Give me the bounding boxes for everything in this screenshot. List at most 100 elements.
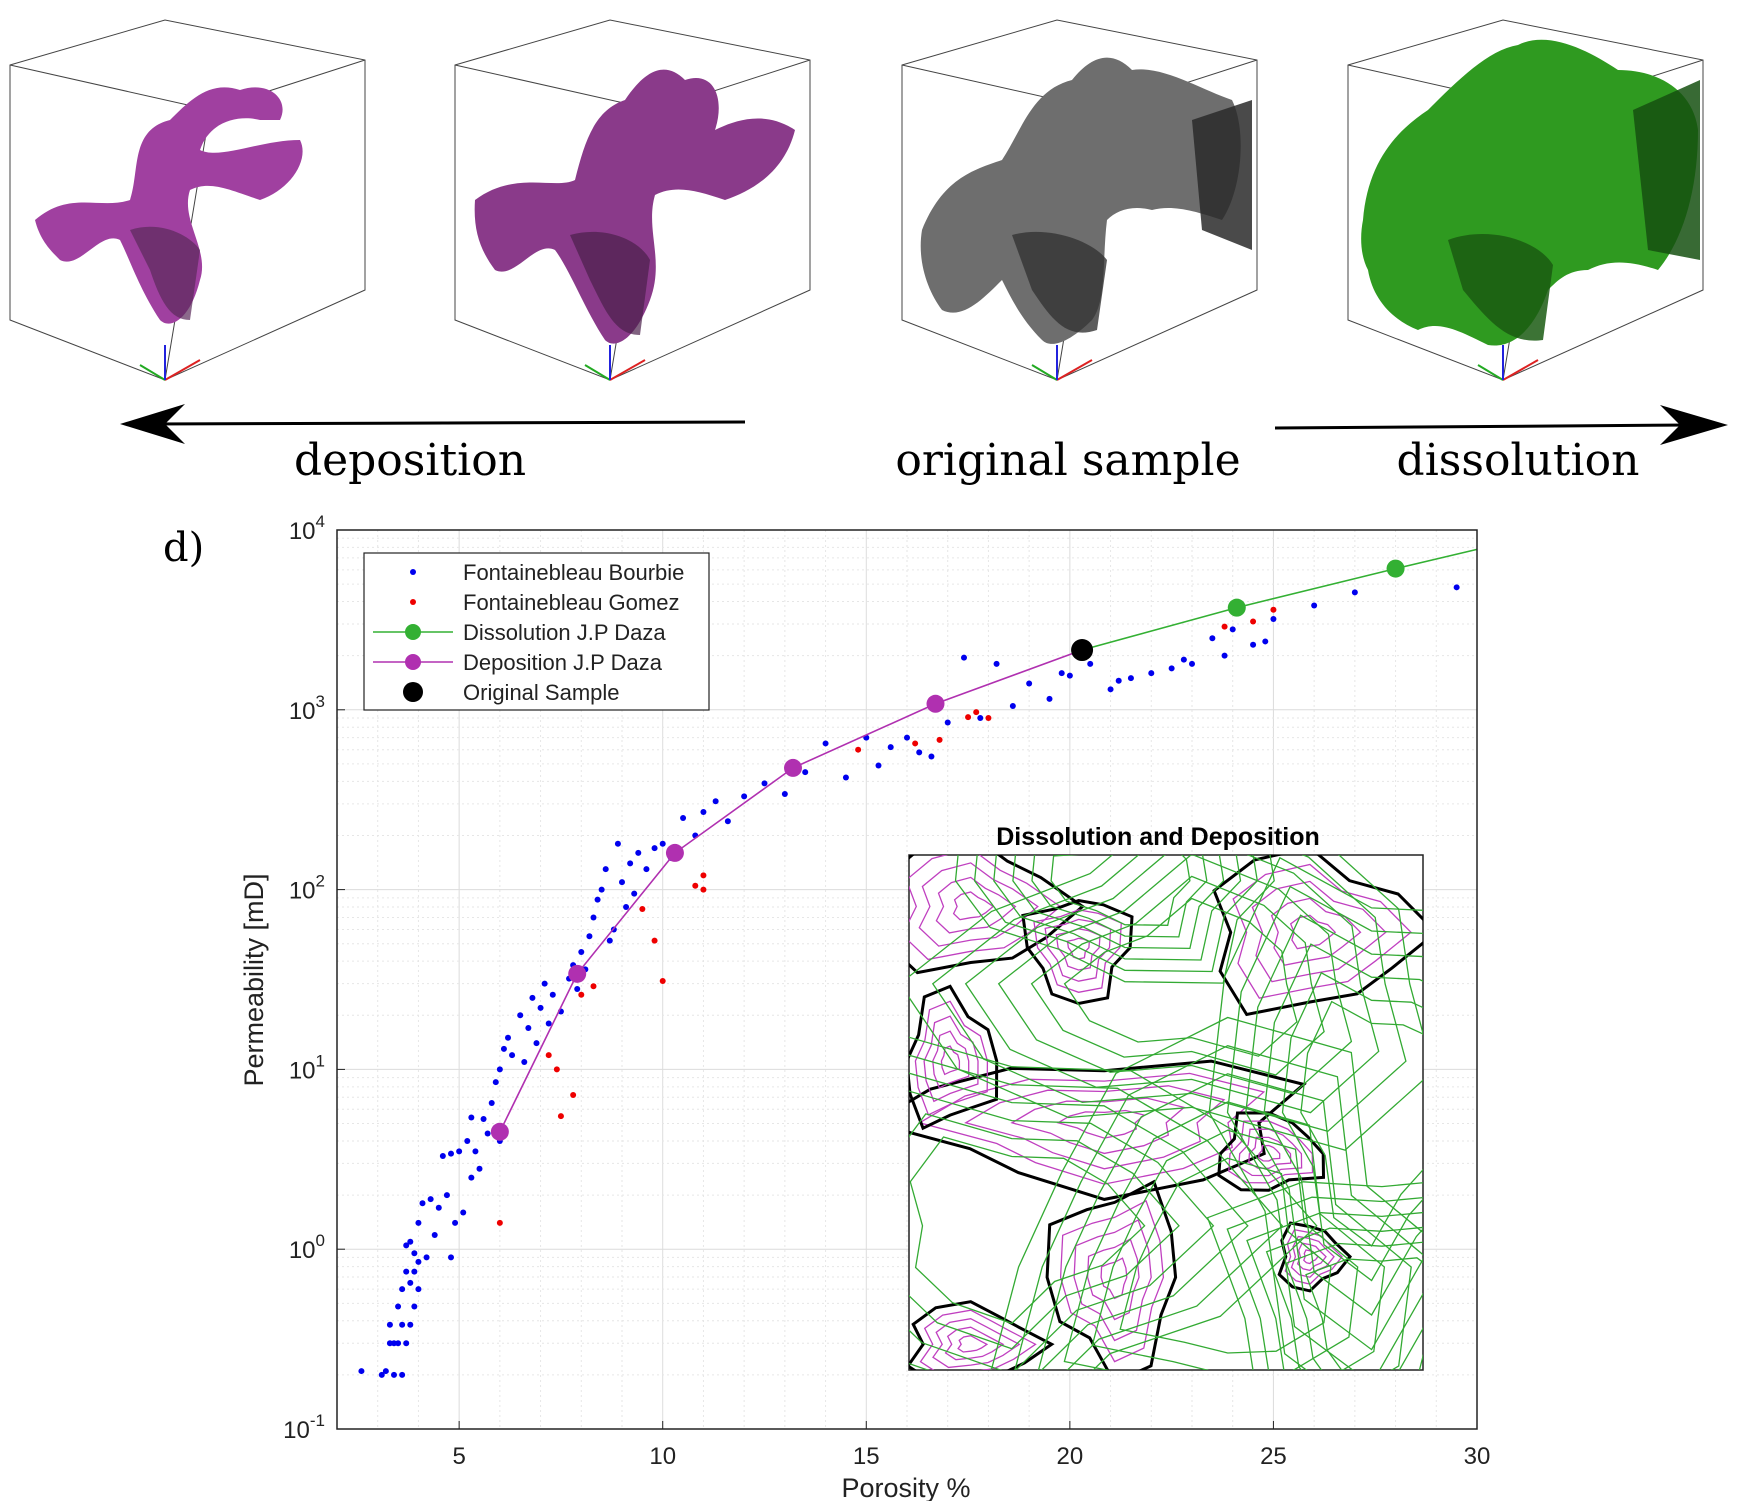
data-point (415, 1219, 422, 1226)
data-point (399, 1286, 406, 1293)
data-point (1250, 641, 1257, 648)
data-point (403, 1242, 410, 1249)
data-point (553, 1066, 560, 1073)
data-point (533, 1040, 540, 1047)
data-point (1009, 702, 1016, 709)
series-marker (568, 964, 587, 983)
data-point (399, 1371, 406, 1378)
data-point (529, 994, 536, 1001)
data-point (1453, 584, 1460, 591)
y-axis-label: Permeability [mD] (239, 873, 269, 1086)
boundary-contour (909, 1059, 1307, 1201)
data-point (448, 1254, 454, 1261)
inset-contour-map: Dissolution and Deposition (908, 823, 1424, 1371)
plot-frame (336, 529, 1478, 1430)
contour-line (1010, 1097, 1186, 1155)
contour-line (914, 1000, 989, 1116)
data-point (594, 896, 601, 903)
data-point (456, 1148, 463, 1155)
data-point (1270, 606, 1277, 613)
legend-label: Dissolution J.P Daza (463, 620, 666, 645)
data-point (472, 1148, 479, 1155)
contour-line (1033, 909, 1122, 993)
data-point (415, 1286, 422, 1293)
data-point (574, 986, 581, 993)
legend-swatch (410, 599, 416, 605)
legend: Fontainebleau Bourbie Fontainebleau Gomez… (363, 552, 710, 711)
data-point (411, 1250, 418, 1257)
data-point (700, 809, 707, 816)
data-point (460, 1209, 467, 1216)
data-point (525, 1024, 532, 1031)
data-point (435, 1204, 442, 1211)
pore-cube-original (901, 19, 1258, 381)
legend-swatch (405, 654, 421, 670)
data-point (517, 1012, 524, 1019)
data-point (944, 719, 951, 726)
data-point (973, 709, 980, 716)
data-layer (358, 548, 1478, 1378)
data-point (875, 762, 882, 769)
pore-body-shape (920, 57, 1241, 344)
original-sample-marker (1071, 639, 1094, 662)
contour-line (1238, 1128, 1303, 1177)
data-point (741, 793, 748, 800)
contour-line (1050, 855, 1191, 926)
contour-line (1270, 897, 1362, 966)
data-point (1168, 665, 1175, 672)
legend-swatch (405, 624, 421, 640)
data-point (403, 1268, 410, 1275)
contour-line (909, 1136, 1146, 1325)
data-point (623, 904, 630, 911)
data-point (916, 749, 923, 756)
data-point (651, 937, 658, 944)
series-line (499, 649, 1083, 1133)
data-point (1262, 638, 1269, 645)
data-point (496, 1219, 503, 1226)
contour-line (909, 1054, 1284, 1370)
contour-line (1044, 918, 1112, 982)
data-point (509, 1052, 516, 1059)
legend-label: Fontainebleau Bourbie (463, 560, 684, 585)
data-point (407, 1238, 414, 1245)
data-point (537, 1004, 544, 1011)
series-marker (1227, 598, 1246, 617)
data-point (680, 815, 687, 822)
contour-line (1248, 1136, 1292, 1169)
inset-title: Dissolution and Deposition (996, 823, 1320, 851)
data-point (1209, 635, 1216, 642)
y-tick-label: 100 (289, 1231, 325, 1264)
label-dissolution: dissolution (1397, 435, 1640, 486)
contour-line (1119, 1157, 1332, 1354)
data-point (977, 715, 984, 722)
data-point (1148, 670, 1155, 677)
data-point (452, 1219, 459, 1226)
y-tick-label: 102 (289, 872, 325, 905)
legend-label: Original Sample (463, 680, 620, 705)
data-point (802, 769, 809, 776)
data-point (614, 840, 621, 847)
boundary-contour (909, 855, 1086, 975)
contour-line (1263, 943, 1423, 1316)
data-point (724, 818, 731, 825)
contour-line (909, 855, 1062, 961)
contour-line (932, 1318, 1021, 1369)
contour-line (1296, 1242, 1327, 1272)
data-point (639, 906, 646, 913)
data-point (464, 1137, 471, 1144)
data-point (545, 1052, 552, 1059)
contour-line (1037, 1073, 1412, 1370)
contour-line (1091, 1129, 1359, 1370)
data-point (993, 660, 1000, 667)
contour-line (1305, 1257, 1423, 1370)
contour-line (935, 876, 1017, 934)
data-point (586, 933, 593, 940)
deposition-arrow (120, 404, 746, 444)
x-tick-label: 25 (1260, 1443, 1287, 1470)
boundary-contour (1021, 898, 1134, 1006)
boundary-contour (1045, 1179, 1178, 1370)
contour-line (1073, 1219, 1152, 1342)
y-tick-label: 104 (289, 512, 325, 545)
legend-label: Deposition J.P Daza (463, 650, 663, 675)
